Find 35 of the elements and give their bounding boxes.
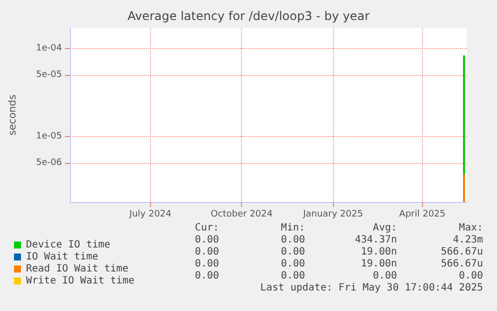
legend-label: IO Wait time: [26, 252, 98, 262]
text: 0.00: [458, 270, 484, 282]
text: Cur:: [194, 222, 220, 234]
text: 19.00n: [360, 246, 397, 258]
x-tick-label: July 2024: [128, 210, 172, 220]
text: 566.67u: [440, 258, 484, 270]
y-tick-label: 1e-04: [36, 43, 62, 54]
text: 0.00: [280, 234, 306, 246]
text: Last update: Fri May 30 17:00:44 2025: [260, 282, 484, 294]
y-tick-label: 1e-05: [36, 131, 62, 142]
text: 0.00: [280, 270, 306, 282]
legend-label: Device IO time: [26, 240, 110, 250]
text: 0.00: [194, 234, 220, 246]
x-tick-label: January 2025: [302, 210, 363, 220]
text: 0.00: [194, 258, 220, 270]
chart-title: Average latency for /dev/loop3 - by year: [127, 9, 370, 23]
text: 0.00: [194, 246, 220, 258]
legend-label: Read IO Wait time: [26, 264, 128, 274]
text: 434.37n: [354, 234, 398, 246]
text: 19.00n: [360, 258, 397, 270]
text: 0.00: [280, 246, 306, 258]
legend-label: Write IO Wait time: [26, 276, 134, 286]
text: 0.00: [280, 258, 306, 270]
text: 566.67u: [440, 246, 484, 258]
text: Min:: [280, 222, 306, 234]
text: 0.00: [372, 270, 398, 282]
x-tick-label: April 2025: [399, 210, 446, 220]
y-tick-label: 5e-06: [36, 158, 62, 168]
text: Avg:: [372, 222, 398, 234]
x-tick-label: October 2024: [210, 210, 273, 220]
text: Max:: [458, 222, 484, 234]
y-axis-title: seconds: [8, 94, 18, 136]
text: 0.00: [194, 270, 220, 282]
text: 4.23m: [452, 234, 484, 246]
y-tick-label: 5e-05: [36, 70, 62, 80]
